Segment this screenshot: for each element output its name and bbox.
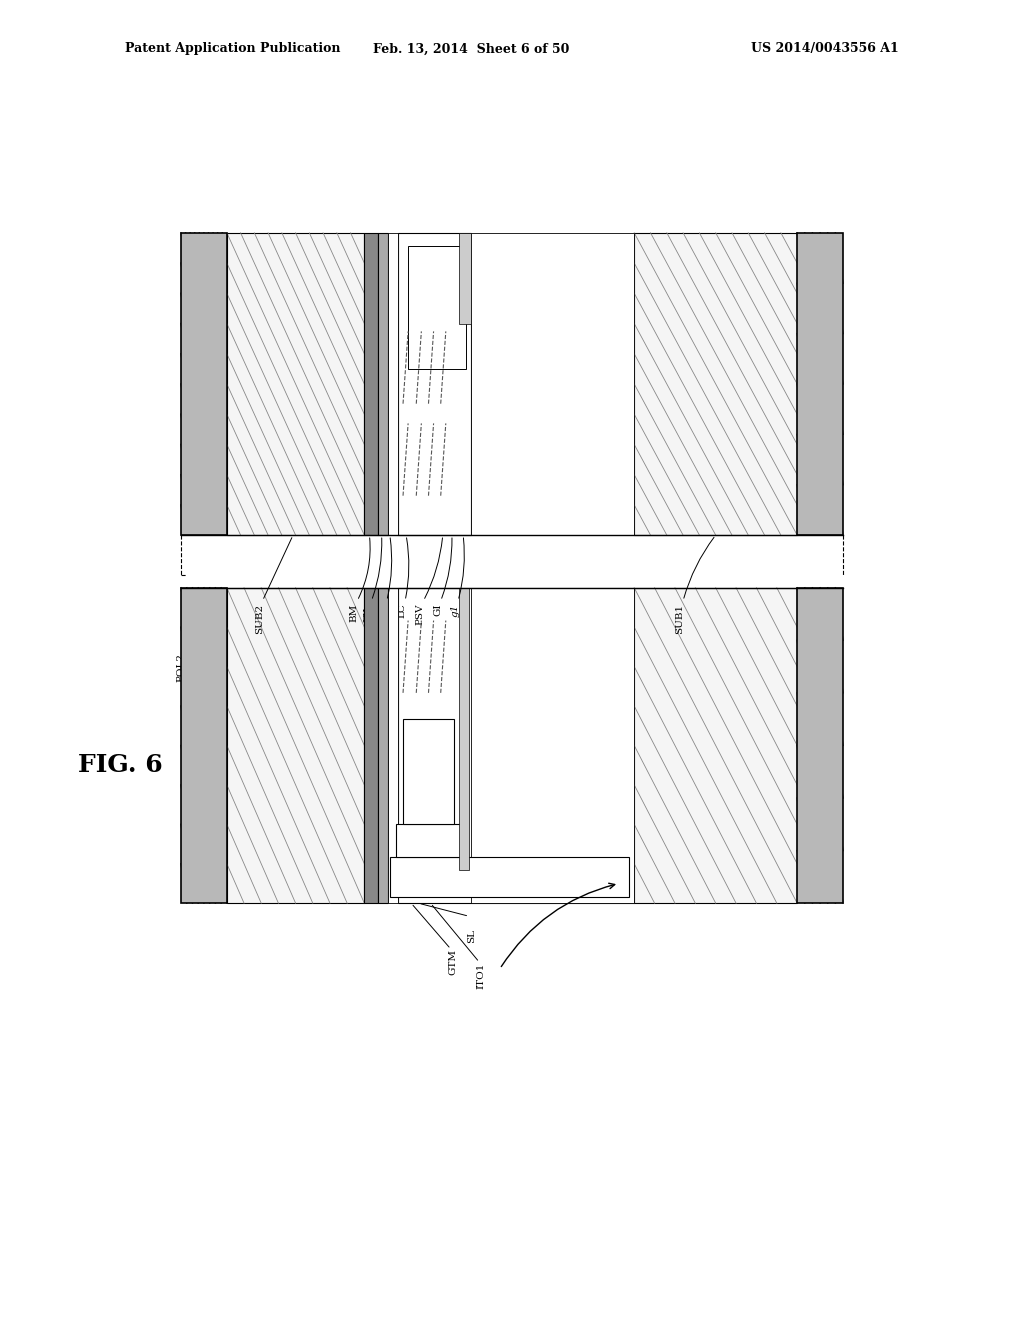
Bar — [471, 232, 634, 535]
Text: SL: SL — [467, 929, 476, 944]
Bar — [390, 857, 629, 896]
Text: BM: BM — [349, 603, 358, 622]
Text: US 2014/0043556 A1: US 2014/0043556 A1 — [752, 42, 899, 55]
Bar — [227, 232, 365, 535]
Text: ITO1: ITO1 — [477, 962, 486, 989]
Bar — [797, 587, 843, 903]
Text: PSV: PSV — [416, 603, 425, 624]
Bar — [388, 587, 398, 903]
Bar — [365, 587, 378, 903]
Bar — [459, 587, 469, 870]
Bar — [634, 587, 797, 903]
Text: Feb. 13, 2014  Sheet 6 of 50: Feb. 13, 2014 Sheet 6 of 50 — [373, 42, 569, 55]
Bar — [797, 232, 843, 535]
Bar — [396, 824, 464, 857]
Text: SUB2: SUB2 — [255, 603, 264, 634]
Bar — [388, 232, 398, 535]
Bar — [378, 587, 388, 903]
Bar — [181, 232, 227, 535]
Bar — [409, 246, 466, 368]
Text: LC: LC — [397, 603, 407, 618]
Text: FIG. 6: FIG. 6 — [78, 754, 162, 777]
Bar — [398, 587, 634, 903]
Bar — [634, 232, 797, 535]
Text: POL1: POL1 — [805, 653, 814, 682]
Bar — [398, 232, 471, 535]
Bar — [471, 587, 634, 903]
Text: FIL: FIL — [364, 603, 373, 622]
Text: SUB1: SUB1 — [676, 603, 684, 634]
Text: GI: GI — [433, 603, 442, 616]
Bar — [181, 587, 227, 903]
Bar — [459, 232, 471, 323]
Bar — [403, 719, 454, 824]
Text: g1: g1 — [451, 603, 460, 616]
Text: GTM: GTM — [449, 949, 458, 975]
Text: Patent Application Publication: Patent Application Publication — [125, 42, 341, 55]
Bar — [227, 587, 365, 903]
Bar — [365, 232, 378, 535]
Text: POL2: POL2 — [176, 653, 185, 682]
Text: OC: OC — [379, 603, 388, 620]
Bar — [378, 232, 388, 535]
